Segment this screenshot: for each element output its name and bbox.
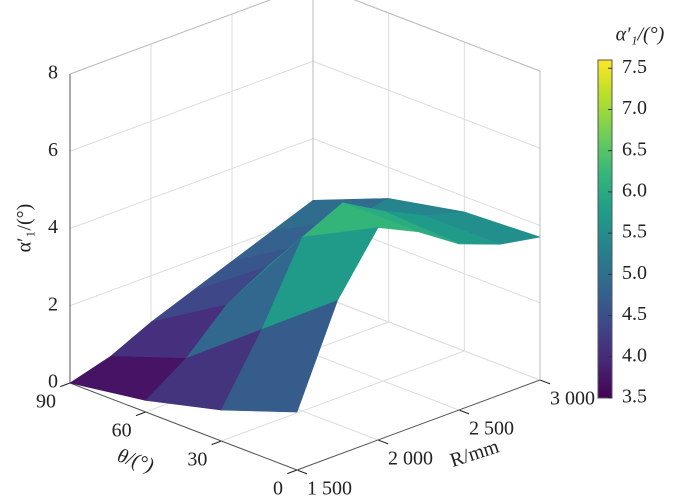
x-tick-label: 1 500 — [307, 478, 352, 497]
x-tick-label: 2 000 — [388, 448, 433, 470]
grid-line — [69, 138, 314, 229]
surface-patch — [220, 299, 339, 413]
grid-line — [312, 292, 541, 381]
grid-line — [312, 60, 541, 149]
grid-line — [353, 0, 541, 72]
colorbar-tick-label: 7.5 — [622, 56, 647, 78]
y-tick-label: 0 — [273, 478, 283, 497]
x-axis-label: R/mm — [447, 435, 502, 472]
colorbar-tick-label: 6.5 — [622, 138, 647, 160]
colorbar-tick-label: 4.0 — [622, 344, 647, 366]
z-tick-label: 0 — [48, 371, 58, 393]
colorbar-tick-label: 3.5 — [622, 386, 647, 408]
tick-mark — [458, 409, 470, 415]
z-axis-label: α′₁/(°) — [14, 204, 36, 253]
tick-mark — [60, 382, 71, 388]
y-tick-label: 30 — [187, 449, 207, 471]
y-tick-label: 60 — [112, 420, 132, 442]
z-tick-label: 4 — [48, 216, 58, 238]
y-tick-label: 90 — [36, 391, 56, 413]
colorbar-tick-label: 5.5 — [622, 221, 647, 243]
colorbar-label: α′₁/(°) — [616, 24, 665, 46]
grid-line — [312, 138, 541, 226]
z-tick-label: 6 — [48, 139, 58, 161]
axis-line — [353, 0, 541, 72]
z-tick-label: 8 — [48, 62, 58, 84]
grid-line — [69, 60, 314, 152]
colorbar-tick-label: 5.0 — [622, 262, 647, 284]
colorbar-tick-label: 4.5 — [622, 303, 647, 325]
tick-mark — [287, 469, 298, 475]
colorbar-tick-label: 7.0 — [622, 97, 647, 119]
tick-mark — [211, 440, 222, 446]
tick-mark — [377, 439, 389, 445]
tick-mark — [296, 469, 308, 475]
axis-line — [69, 382, 298, 471]
colorbar-tick-label: 6.0 — [622, 179, 647, 201]
axis-line — [69, 0, 272, 75]
z-tick-label: 2 — [48, 293, 58, 315]
axis-line — [296, 379, 541, 471]
tick-mark — [135, 411, 146, 417]
x-tick-label: 2 500 — [469, 418, 514, 440]
grid-line — [221, 350, 465, 442]
grid-line — [69, 0, 272, 75]
y-axis-label: θ/(°) — [115, 445, 157, 477]
x-tick-label: 3 000 — [550, 388, 595, 410]
colorbar — [597, 59, 613, 399]
tick-mark — [539, 379, 551, 385]
